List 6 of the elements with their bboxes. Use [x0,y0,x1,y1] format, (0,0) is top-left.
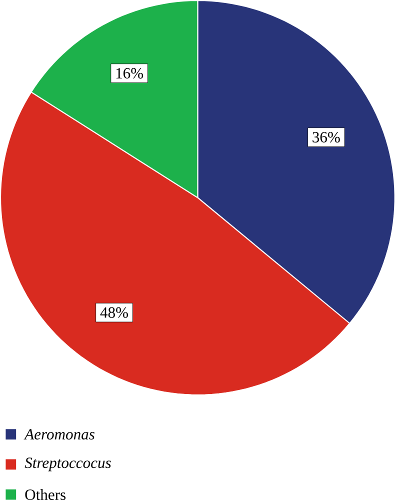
legend-label: Streptoccocus [24,458,111,472]
legend-label: Others [25,489,66,500]
legend-label: Aeromonas [24,429,94,440]
data-label: 16% [116,68,143,79]
data-label: 48% [100,307,128,318]
data-label: 36% [312,132,340,143]
